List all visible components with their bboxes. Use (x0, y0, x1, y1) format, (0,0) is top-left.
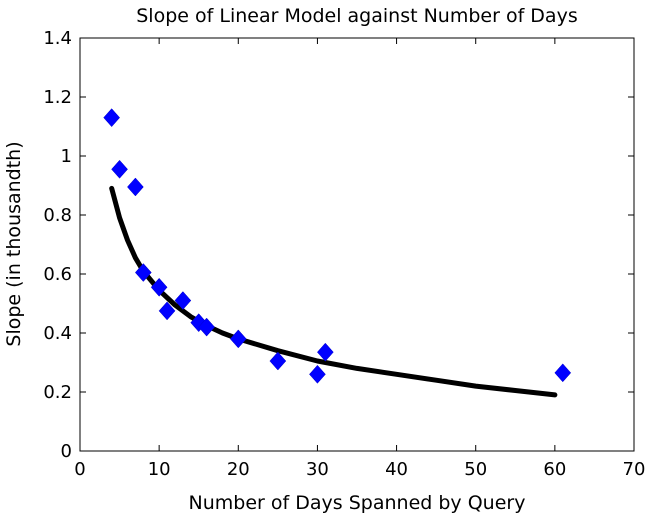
data-point (103, 108, 120, 128)
y-tick-label: 0.6 (43, 264, 72, 285)
data-point (134, 263, 152, 282)
data-point (150, 277, 168, 297)
y-axis-label: Slope (in thousandth) (3, 141, 25, 346)
data-point (127, 177, 144, 197)
y-tick-label: 1.2 (43, 87, 72, 108)
data-point (309, 364, 326, 384)
x-tick-label: 70 (623, 459, 646, 480)
y-tick-label: 0 (61, 441, 72, 462)
x-tick-label: 10 (148, 459, 171, 480)
fit-curve (109, 185, 558, 398)
plot-frame (79, 37, 635, 452)
chart-title: Slope of Linear Model against Number of … (136, 5, 577, 27)
y-tick-label: 1 (61, 146, 72, 167)
data-point (554, 363, 572, 383)
x-tick-label: 50 (464, 459, 487, 480)
x-tick-label: 0 (74, 459, 85, 480)
x-tick-label: 20 (227, 459, 250, 480)
data-point (111, 159, 128, 179)
data-point (229, 329, 247, 349)
x-tick-label: 30 (306, 459, 329, 480)
data-point (198, 317, 215, 337)
y-tick-label: 0.8 (43, 205, 72, 226)
x-tick-label: 60 (543, 459, 566, 480)
y-tick-label: 0.4 (43, 323, 72, 344)
y-tick-label: 1.4 (43, 28, 72, 49)
data-point (174, 291, 192, 310)
data-point (317, 342, 334, 362)
data-point (158, 301, 176, 321)
x-tick-label: 40 (385, 459, 408, 480)
y-tick-label: 0.2 (43, 382, 72, 403)
plot-area: 0 10 20 30 40 50 60 70 0 0.2 0.4 0.6 0.8 1 1.2 1.4 (43, 28, 645, 480)
data-point (269, 351, 287, 371)
x-axis-label: Number of Days Spanned by Query (189, 492, 526, 514)
